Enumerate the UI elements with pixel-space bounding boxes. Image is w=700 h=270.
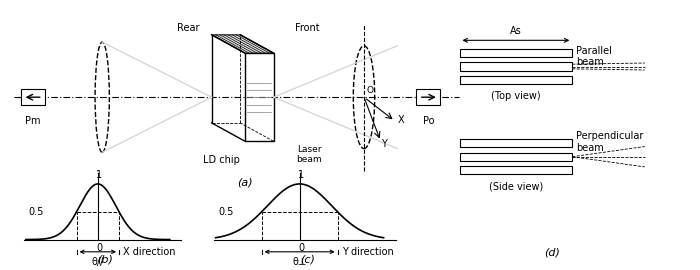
Text: (Side view): (Side view)	[489, 181, 543, 191]
Text: X direction: X direction	[122, 247, 175, 257]
Bar	[459, 76, 573, 84]
Text: Pm: Pm	[25, 116, 41, 126]
Text: (a): (a)	[237, 177, 253, 187]
Bar	[416, 89, 440, 105]
Text: θ//: θ//	[92, 257, 104, 267]
Bar	[21, 89, 45, 105]
Text: As: As	[510, 26, 522, 36]
Text: X: X	[398, 115, 404, 125]
Polygon shape	[211, 35, 274, 53]
Text: O: O	[366, 86, 373, 95]
Text: (c): (c)	[300, 255, 316, 265]
Text: (Top view): (Top view)	[491, 91, 540, 101]
Bar	[459, 62, 573, 70]
Bar	[459, 139, 573, 147]
Text: 0.5: 0.5	[28, 207, 43, 217]
Text: 1: 1	[298, 170, 304, 180]
Text: Po: Po	[423, 116, 434, 126]
Text: Parallel
beam: Parallel beam	[576, 46, 612, 67]
Text: Laser
beam: Laser beam	[296, 145, 322, 164]
Text: Front: Front	[295, 23, 319, 33]
Bar	[459, 49, 573, 57]
Text: 1: 1	[96, 170, 102, 180]
Text: (b): (b)	[97, 255, 113, 265]
Text: 0: 0	[96, 243, 102, 253]
Text: Rear: Rear	[176, 23, 199, 33]
Text: 0: 0	[298, 243, 304, 253]
Bar	[459, 153, 573, 161]
Text: Perpendicular
beam: Perpendicular beam	[576, 131, 644, 153]
Text: θ⊥: θ⊥	[293, 257, 307, 267]
Text: (d): (d)	[544, 248, 560, 258]
Text: Y: Y	[381, 139, 386, 149]
Text: 0.5: 0.5	[218, 207, 234, 217]
Text: LD chip: LD chip	[203, 155, 239, 165]
Text: Y direction: Y direction	[342, 247, 393, 257]
Bar	[459, 166, 573, 174]
